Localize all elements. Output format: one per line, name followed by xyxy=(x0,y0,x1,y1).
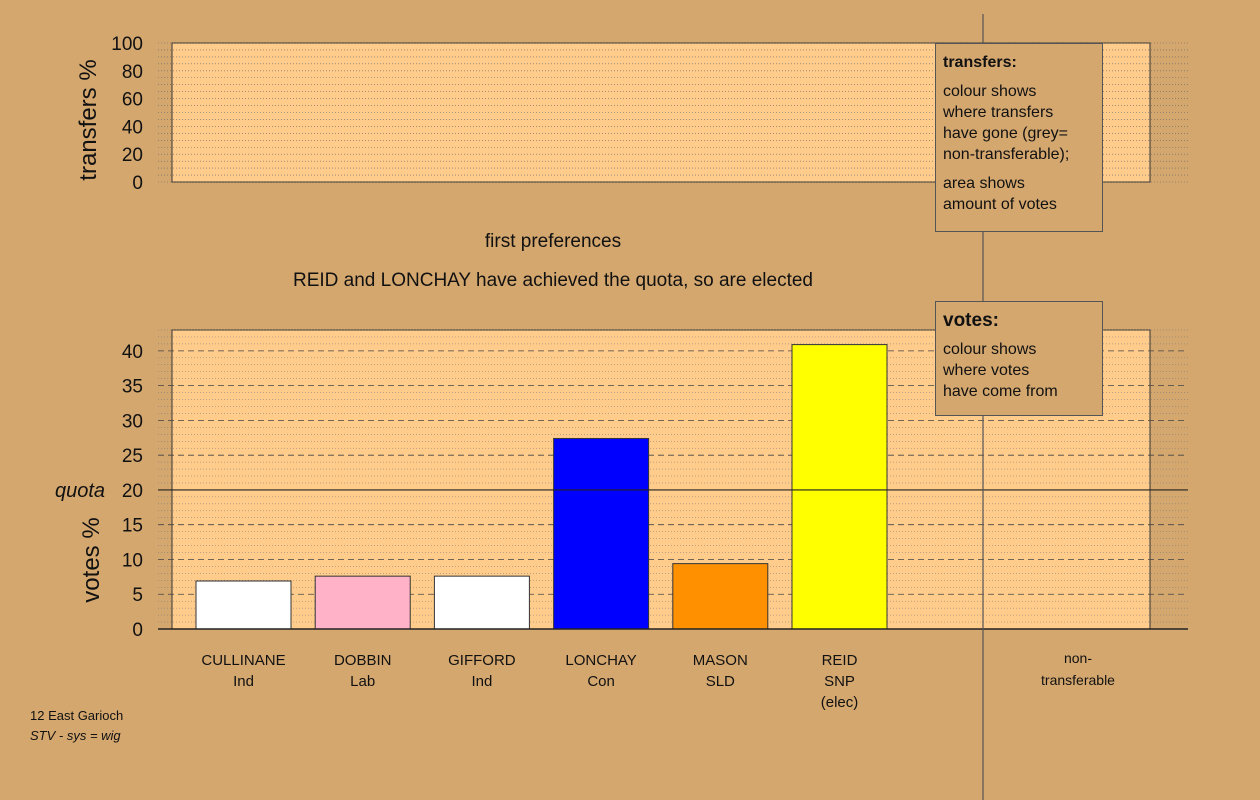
transfers-y-tick-label: 100 xyxy=(111,34,143,55)
transfers-y-tick-label: 60 xyxy=(122,90,143,111)
x-tick-label: Ind xyxy=(471,673,492,690)
bar-mason xyxy=(672,563,769,630)
votes-legend-line: have come from xyxy=(943,383,1058,400)
bar-cullinane xyxy=(195,580,292,630)
x-tick-label: REID xyxy=(822,652,858,669)
votes-bars xyxy=(195,344,888,630)
transfers-y-tick-label: 80 xyxy=(122,62,143,83)
votes-y-tick-label: 20 xyxy=(122,481,143,502)
votes-y-tick-label: 10 xyxy=(122,550,143,571)
votes-y-tick-label: 30 xyxy=(122,411,143,432)
transfers-y-tick-label: 20 xyxy=(122,145,143,166)
x-tick-label: Con xyxy=(587,673,615,690)
system-label: STV - sys = wig xyxy=(30,728,121,743)
votes-y-ticks: 0 5 10 15 20 25 30 35 40 xyxy=(122,342,143,641)
ward-name: 12 East Garioch xyxy=(30,708,124,723)
non-transferable-label: non- xyxy=(1064,650,1092,666)
transfers-y-axis-label: transfers % xyxy=(75,59,102,180)
votes-y-tick-label: 5 xyxy=(132,585,143,606)
x-tick-label: DOBBIN xyxy=(334,652,392,669)
x-tick-label: SLD xyxy=(706,673,735,690)
votes-legend-line: where votes xyxy=(943,362,1030,379)
transfers-y-tick-label: 0 xyxy=(132,173,143,194)
votes-y-tick-label: 40 xyxy=(122,342,143,363)
bar-lonchay xyxy=(553,437,650,630)
x-tick-label: (elec) xyxy=(821,694,859,711)
votes-legend: votes: colour shows where votes have com… xyxy=(935,301,1103,416)
transfers-legend: transfers: colour shows where transfers … xyxy=(935,43,1103,232)
bar-dobbin xyxy=(314,575,411,630)
transfers-legend-line: where transfers xyxy=(943,104,1054,121)
transfers-y-tick-label: 40 xyxy=(122,117,143,138)
footer: 12 East Garioch STV - sys = wig xyxy=(30,706,123,746)
x-tick-label: GIFFORD xyxy=(448,652,516,669)
x-tick-label: Lab xyxy=(350,673,375,690)
transfers-legend-line: area shows xyxy=(943,175,1025,192)
x-tick-label: SNP xyxy=(824,673,855,690)
x-tick-label: CULLINANE xyxy=(201,652,285,669)
votes-y-tick-label: 35 xyxy=(122,377,143,398)
bar-gifford xyxy=(433,575,530,630)
transfers-legend-heading: transfers: xyxy=(943,54,1017,71)
votes-y-tick-label: 0 xyxy=(132,620,143,641)
x-tick-label: Ind xyxy=(233,673,254,690)
votes-y-axis-label: votes % xyxy=(78,517,105,602)
transfers-y-ticks: 0 20 40 60 80 100 xyxy=(111,34,143,194)
votes-legend-heading: votes: xyxy=(943,310,999,331)
transfers-legend-line: colour shows xyxy=(943,83,1037,100)
transfers-legend-line: non-transferable); xyxy=(943,146,1070,163)
chart-subtitle: first preferences xyxy=(485,231,621,252)
bar-reid xyxy=(791,344,888,630)
votes-y-tick-label: 25 xyxy=(122,446,143,467)
x-tick-label: LONCHAY xyxy=(565,652,636,669)
votes-x-tick-labels: CULLINANE Ind DOBBIN Lab GIFFORD Ind LONCHAY Co… xyxy=(201,650,1115,711)
votes-legend-line: colour shows xyxy=(943,341,1037,358)
quota-label: quota xyxy=(55,480,105,502)
non-transferable-label: transferable xyxy=(1041,672,1115,688)
x-tick-label: MASON xyxy=(693,652,748,669)
votes-y-tick-label: 15 xyxy=(122,516,143,537)
transfers-legend-line: amount of votes xyxy=(943,196,1057,213)
transfers-legend-line: have gone (grey= xyxy=(943,125,1068,142)
chart-title: REID and LONCHAY have achieved the quota… xyxy=(293,270,813,291)
